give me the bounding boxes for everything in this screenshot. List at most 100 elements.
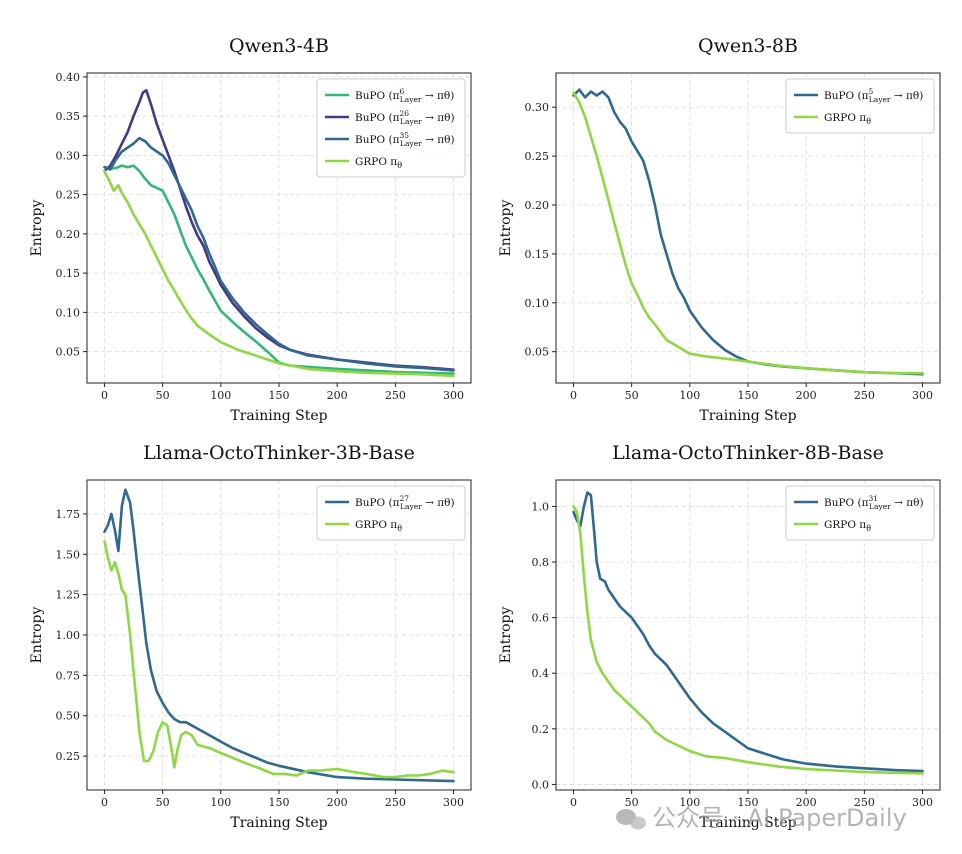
chart-title: Llama-OctoThinker-3B-Base (143, 442, 415, 464)
y-tick-label: 0.25 (525, 150, 550, 163)
x-tick-label: 250 (385, 796, 406, 809)
legend-entry: GRPO πθ (355, 156, 402, 170)
legend-entry: BuPO (π27 Layer → πθ) (355, 494, 455, 511)
legend-entry: BuPO (π6 Layer → πθ) (355, 87, 454, 104)
grid-lines (87, 73, 471, 383)
chart-panel-1: Qwen3-4B 0 50 100 150 200 250 300 0.05 0.10 0.15 0.… (29, 35, 472, 424)
x-axis-label: Training Step (699, 408, 796, 424)
y-tick-label: 0.05 (525, 346, 550, 359)
x-tick-label: 0 (101, 389, 108, 402)
y-tick-label: 0.4 (532, 667, 550, 680)
y-tick-label: 0.30 (56, 149, 81, 162)
x-tick-label: 50 (625, 389, 639, 402)
legend: BuPO (π31 Layer → πθ) GRPO πθ (785, 485, 935, 541)
chart-panel-3: Llama-OctoThinker-3B-Base 0 50 100 150 200 250… (29, 442, 472, 831)
y-tick-label: 0.35 (56, 110, 81, 123)
x-tick-label: 100 (679, 389, 700, 402)
series-line-2 (572, 91, 924, 375)
y-tick-label: 0.2 (532, 723, 550, 736)
legend-entry: GRPO πθ (355, 519, 402, 533)
series-line-1 (103, 488, 455, 783)
y-tick-label: 1.75 (56, 508, 81, 521)
y-tick-label: 0.75 (56, 669, 81, 682)
y-tick-label: 0.10 (525, 297, 550, 310)
x-tick-label: 300 (912, 389, 933, 402)
x-tick-label: 150 (269, 389, 290, 402)
y-tick-label: 0.15 (56, 267, 81, 280)
watermark-text: 公众号 · AI PaperDaily (652, 804, 907, 832)
y-tick-label: 0.25 (56, 189, 81, 202)
y-tick-label: 0.20 (525, 199, 550, 212)
legend: BuPO (π27 Layer → πθ) GRPO πθ (316, 485, 466, 541)
y-tick-label: 0.50 (56, 710, 81, 723)
y-tick-label: 0.25 (56, 750, 81, 763)
y-axis-label: Entropy (29, 606, 45, 663)
x-tick-label: 300 (912, 796, 933, 809)
x-axis-label: Training Step (699, 815, 796, 831)
y-tick-label: 0.10 (56, 306, 81, 319)
y-tick-label: 1.25 (56, 589, 81, 602)
y-tick-label: 0.30 (525, 101, 550, 114)
y-tick-label: 1.50 (56, 548, 81, 561)
x-tick-label: 100 (210, 389, 231, 402)
legend-entry: GRPO πθ (824, 112, 871, 126)
x-tick-label: 300 (443, 796, 464, 809)
x-axis-label: Training Step (230, 815, 327, 831)
x-tick-label: 0 (570, 796, 577, 809)
x-tick-label: 250 (854, 389, 875, 402)
y-axis-label: Entropy (29, 199, 45, 256)
series-line-3 (103, 136, 455, 372)
x-tick-label: 250 (385, 389, 406, 402)
x-tick-label: 200 (327, 796, 348, 809)
y-tick-label: 0.20 (56, 228, 81, 241)
x-tick-label: 0 (101, 796, 108, 809)
y-axis-label: Entropy (498, 606, 514, 663)
chart-title: Qwen3-8B (698, 35, 798, 57)
x-tick-label: 50 (156, 796, 170, 809)
chart-title: Qwen3-4B (229, 35, 329, 57)
legend-box (785, 78, 935, 134)
legend: BuPO (π5 Layer → πθ) GRPO πθ (785, 78, 935, 134)
x-tick-label: 50 (156, 389, 170, 402)
legend-box (316, 78, 466, 178)
x-axis-label: Training Step (230, 408, 327, 424)
series-line-2 (103, 540, 455, 779)
x-tick-label: 200 (796, 389, 817, 402)
y-tick-label: 0.6 (532, 612, 550, 625)
wechat-icon-bubble (630, 816, 646, 830)
x-tick-label: 150 (269, 796, 290, 809)
watermark: 公众号 · AI PaperDaily (616, 804, 907, 832)
series-line-1 (572, 491, 924, 773)
grid-lines (87, 480, 471, 790)
legend-entry: BuPO (π26 Layer → πθ) (355, 109, 455, 126)
x-tick-label: 150 (738, 796, 759, 809)
x-tick-label: 100 (210, 796, 231, 809)
y-tick-label: 1.0 (532, 500, 550, 513)
x-tick-label: 0 (570, 389, 577, 402)
legend-box (316, 485, 466, 541)
y-tick-label: 0.15 (525, 248, 550, 261)
legend-box (785, 485, 935, 541)
legend-entry: BuPO (π35 Layer → πθ) (355, 131, 455, 148)
x-tick-label: 150 (738, 389, 759, 402)
x-tick-label: 250 (854, 796, 875, 809)
x-tick-label: 300 (443, 389, 464, 402)
chart-panel-4: Llama-OctoThinker-8B-Base 0 50 100 150 200 250… (498, 442, 941, 831)
x-tick-label: 200 (327, 389, 348, 402)
legend-entry: BuPO (π31 Layer → πθ) (824, 494, 924, 511)
series-line-2 (572, 505, 924, 775)
series-line-1 (103, 164, 455, 375)
y-tick-label: 0.0 (532, 778, 550, 791)
y-tick-label: 0.05 (56, 346, 81, 359)
legend-entry: GRPO πθ (824, 519, 871, 533)
legend: BuPO (π6 Layer → πθ) BuPO (π26 Layer → πθ) B… (316, 78, 466, 178)
y-axis-label: Entropy (498, 199, 514, 256)
series-line-4 (103, 169, 455, 378)
chart-title: Llama-OctoThinker-8B-Base (612, 442, 884, 464)
legend-entry: BuPO (π5 Layer → πθ) (824, 87, 923, 104)
x-tick-label: 100 (679, 796, 700, 809)
chart-panel-2: Qwen3-8B 0 50 100 150 200 250 300 0.05 0.10 0.15 0.… (498, 35, 941, 424)
y-tick-label: 0.40 (56, 71, 81, 84)
x-tick-label: 200 (796, 796, 817, 809)
